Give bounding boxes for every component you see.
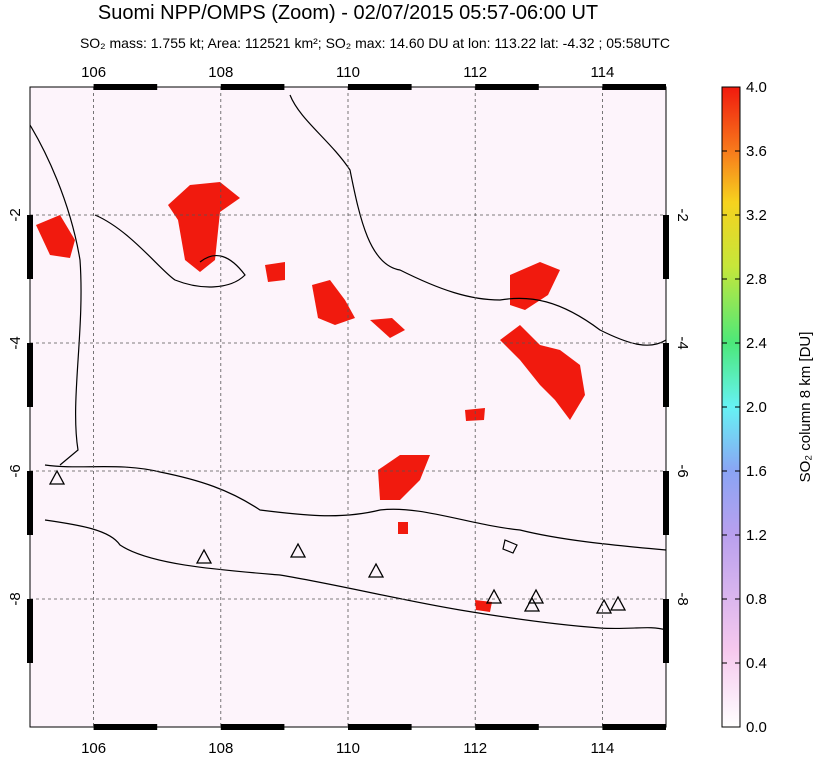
lat-tick-label: -6: [7, 464, 24, 477]
volcano-markers: [48, 469, 627, 614]
lon-tick-label: 110: [336, 64, 360, 81]
lat-tick-label: -8: [674, 592, 691, 605]
lon-tick-label: 112: [463, 64, 487, 81]
lon-tick-label: 106: [81, 740, 106, 757]
subtitle: SO₂ mass: 1.755 kt; Area: 112521 km²; SO…: [80, 35, 670, 51]
colorbar-tick-label: 3.2: [746, 207, 767, 224]
lon-tick-label: 114: [590, 740, 614, 757]
lat-tick-label: -2: [674, 208, 691, 221]
lat-tick-label: -6: [674, 464, 691, 477]
title: Suomi NPP/OMPS (Zoom) - 02/07/2015 05:57…: [98, 2, 598, 24]
map-frame: [29, 86, 667, 728]
colorbar-tick-label: 0.4: [746, 655, 767, 672]
lon-tick-label: 108: [208, 64, 233, 81]
colorbar-tick-label: 2.4: [746, 335, 767, 352]
lon-tick-label: 114: [590, 64, 614, 81]
colorbar-tick-label: 4.0: [746, 79, 767, 96]
axis-labels: 106 106 108 108 110 110 112 112 114 114 -2 -2 -4 -4 -6…: [7, 64, 691, 757]
colorbar-tick-label: 2.0: [746, 399, 767, 416]
colorbar-ticks: 0.0 0.4 0.8 1.2 1.6 2.0 2.4 2.8 3.2 3.6 4.0: [722, 79, 767, 736]
colorbar-tick-label: 0.0: [746, 719, 767, 736]
lat-tick-label: -4: [674, 336, 691, 349]
colorbar-tick-label: 3.6: [746, 143, 767, 160]
lon-tick-label: 106: [81, 64, 106, 81]
lon-tick-label: 110: [336, 740, 360, 757]
lon-tick-label: 108: [208, 740, 233, 757]
colorbar-tick-label: 1.6: [746, 463, 767, 480]
colorbar-tick-label: 2.8: [746, 271, 767, 288]
map-content: [30, 87, 666, 727]
lon-tick-label: 112: [463, 740, 487, 757]
colorbar-tick-label: 0.8: [746, 591, 767, 608]
lat-tick-label: -4: [7, 336, 24, 349]
lat-tick-label: -8: [7, 592, 24, 605]
colorbar-label: SO₂ column 8 km [DU]: [797, 332, 814, 483]
lat-tick-label: -2: [7, 208, 24, 221]
colorbar-tick-label: 1.2: [746, 527, 767, 544]
